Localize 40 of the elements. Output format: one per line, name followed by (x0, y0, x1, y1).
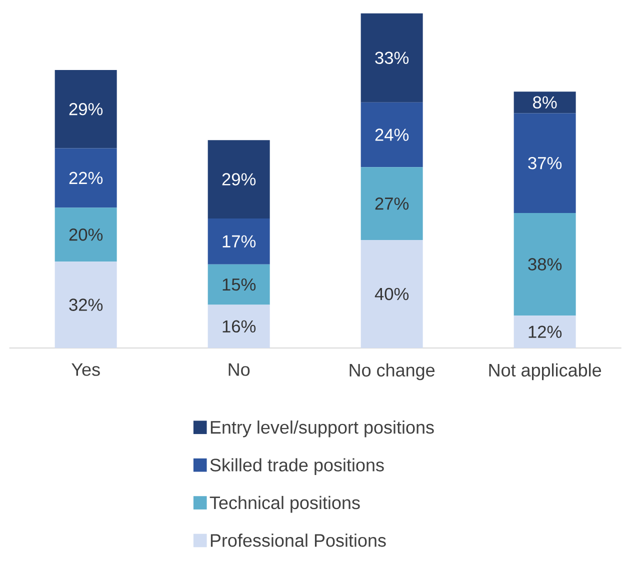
bar (208, 140, 270, 218)
bar (360, 13, 423, 102)
data-label: 29% (222, 173, 256, 186)
legend-label: Technical positions (210, 496, 360, 513)
data-label: 16% (222, 320, 256, 333)
bar (514, 316, 576, 348)
bar (54, 208, 117, 262)
data-label: 22% (69, 172, 103, 184)
data-label: 15% (222, 278, 256, 291)
data-label: 24% (375, 128, 409, 141)
bar (208, 264, 270, 305)
legend-label: Professional Positions (210, 534, 386, 547)
data-label: 27% (375, 197, 409, 210)
x-tick-label: Not applicable (489, 363, 602, 380)
legend-label: Entry level/support positions (210, 420, 434, 438)
bar (360, 240, 423, 348)
x-tick-label: No (228, 363, 250, 376)
data-label: 17% (222, 235, 256, 248)
bar (54, 70, 117, 148)
bar (514, 213, 576, 316)
data-label: 20% (69, 228, 103, 241)
data-label: 29% (69, 103, 103, 116)
bar (360, 102, 423, 168)
bar (208, 304, 270, 348)
bar (54, 262, 117, 348)
data-label: 8% (533, 96, 557, 109)
data-label: 33% (375, 52, 409, 64)
bar (514, 92, 576, 114)
bar (514, 113, 576, 214)
bar (360, 167, 423, 240)
legend-label: Skilled trade positions (210, 458, 384, 476)
data-label: 12% (528, 326, 562, 338)
data-label: 37% (528, 156, 562, 170)
x-tick-label: Yes (72, 363, 100, 376)
bar (54, 148, 117, 208)
data-label: 32% (69, 298, 103, 311)
x-tick-label: No change (350, 363, 435, 380)
bar (208, 218, 270, 264)
data-label: 38% (528, 258, 562, 270)
data-label: 40% (374, 288, 409, 300)
